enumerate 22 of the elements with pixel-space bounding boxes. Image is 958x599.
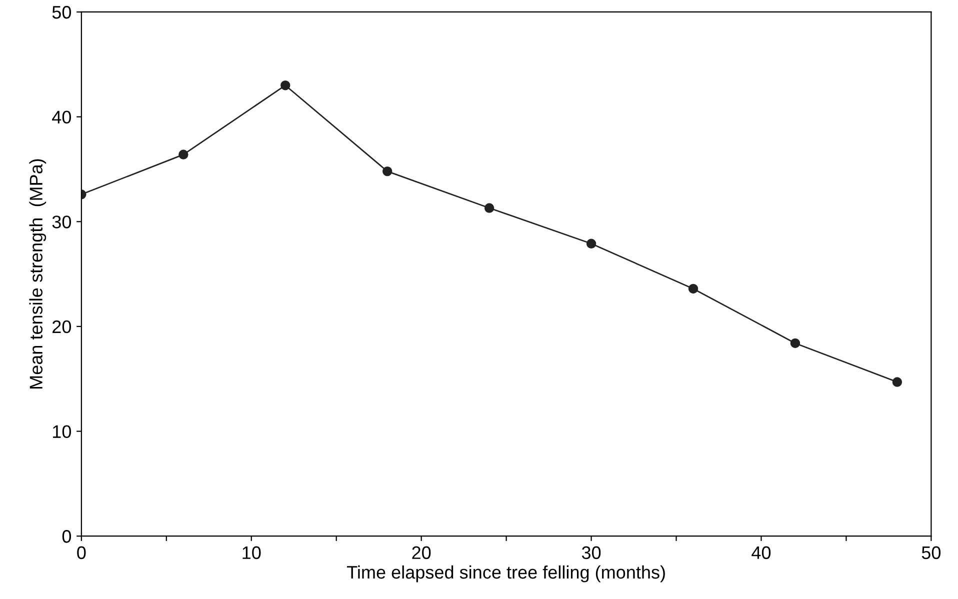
point: [484, 203, 494, 213]
point: [382, 166, 392, 176]
point: [790, 338, 800, 348]
point: [586, 238, 596, 249]
x-tick-label: 40: [752, 546, 771, 560]
point: [892, 377, 902, 387]
x-tick-label: 10: [242, 546, 261, 560]
y-tick-label: 50: [52, 6, 72, 19]
y-tick-label: 0: [62, 530, 71, 543]
x-tick-label: 0: [77, 546, 86, 560]
y-tick-label: 10: [53, 425, 72, 438]
y-axis-title: Mean tensile strength (MPa): [29, 159, 46, 388]
x-tick-label: 30: [582, 546, 601, 560]
point: [688, 284, 698, 294]
x-tick-label: 50: [922, 546, 941, 560]
point: [178, 150, 188, 160]
point: [280, 80, 290, 90]
y-tick-label: 20: [52, 320, 72, 334]
y-tick-label: 30: [52, 216, 72, 228]
y-tick-label: 40: [52, 110, 72, 124]
x-axis-title: Time elapsed since tree felling (months): [346, 565, 665, 582]
x-tick-label: 20: [412, 546, 431, 560]
